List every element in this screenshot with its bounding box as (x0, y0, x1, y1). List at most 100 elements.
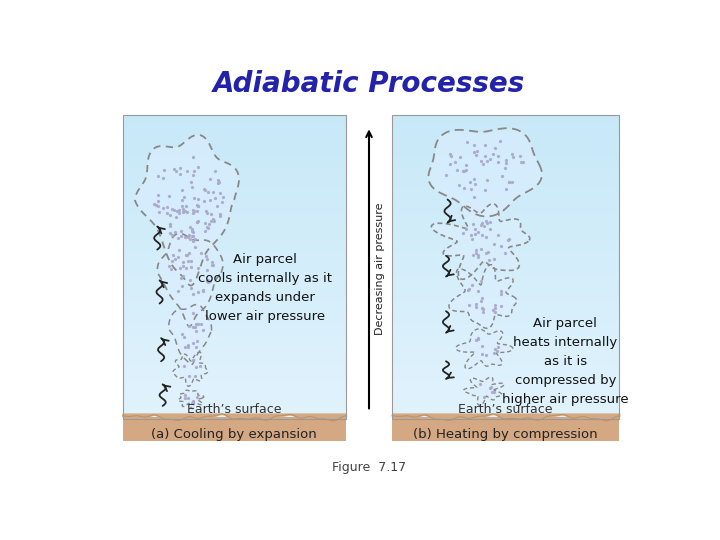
Bar (392, 218, 619, 221)
Point (192, 393, 203, 401)
Point (492, 152, 504, 160)
Point (192, 195, 204, 204)
Point (153, 202, 164, 211)
Bar (392, 393, 619, 396)
Bar (392, 366, 619, 369)
Point (468, 174, 480, 183)
Point (198, 286, 210, 294)
Point (171, 213, 182, 221)
Bar (392, 168, 619, 172)
Bar (122, 404, 346, 408)
Point (165, 210, 176, 219)
Bar (122, 373, 346, 377)
Point (202, 265, 213, 274)
Polygon shape (431, 204, 530, 279)
Bar (392, 255, 619, 259)
Point (163, 262, 174, 271)
Point (204, 175, 216, 184)
Bar (392, 313, 619, 316)
Point (517, 158, 528, 166)
Text: Adiabatic Processes: Adiabatic Processes (213, 70, 525, 98)
Point (190, 327, 202, 336)
Bar (122, 343, 346, 347)
Point (461, 160, 472, 169)
Bar (122, 324, 346, 328)
Bar (122, 214, 346, 218)
Point (177, 208, 189, 217)
Point (490, 345, 501, 353)
Point (187, 290, 199, 299)
Point (488, 388, 500, 396)
Point (492, 231, 504, 239)
Bar (122, 195, 346, 199)
Point (460, 166, 472, 174)
Bar (122, 145, 346, 149)
Bar (392, 244, 619, 248)
Bar (392, 157, 619, 160)
Point (202, 278, 214, 287)
Point (500, 156, 512, 164)
Point (201, 222, 212, 231)
Point (176, 202, 188, 211)
Bar (122, 381, 346, 385)
Point (161, 203, 173, 212)
Bar (392, 214, 619, 218)
Point (168, 164, 180, 173)
Point (180, 264, 192, 273)
Point (185, 222, 197, 231)
Point (187, 206, 199, 214)
Point (210, 167, 221, 176)
Bar (122, 141, 346, 145)
Bar (122, 138, 346, 141)
Point (174, 208, 185, 217)
Point (490, 301, 501, 309)
Point (199, 227, 211, 235)
Bar (122, 320, 346, 324)
Point (468, 140, 480, 149)
Text: Earth’s surface: Earth’s surface (187, 403, 282, 416)
Bar (122, 408, 346, 411)
Bar (122, 255, 346, 259)
Point (202, 224, 214, 232)
Point (477, 160, 489, 168)
Point (161, 208, 173, 217)
Point (477, 304, 488, 313)
Bar (392, 195, 619, 199)
Point (211, 202, 222, 211)
Bar (392, 160, 619, 164)
Bar (122, 294, 346, 298)
Bar (122, 389, 346, 393)
Point (171, 207, 182, 215)
Point (182, 233, 194, 242)
Point (183, 372, 194, 380)
Point (440, 170, 451, 179)
Bar (392, 404, 619, 408)
Point (487, 349, 499, 357)
Bar (122, 298, 346, 301)
Point (186, 399, 197, 408)
Bar (122, 119, 346, 123)
Bar (392, 305, 619, 309)
Bar (122, 176, 346, 179)
Bar (392, 259, 619, 263)
Bar (392, 240, 619, 244)
Point (503, 236, 514, 245)
Point (469, 300, 481, 308)
Point (153, 197, 164, 205)
Point (475, 220, 487, 229)
Bar (122, 328, 346, 332)
Bar (392, 233, 619, 237)
Polygon shape (428, 128, 542, 217)
Point (508, 153, 519, 161)
Bar (392, 153, 619, 157)
Bar (392, 172, 619, 176)
Point (481, 218, 492, 227)
Bar (122, 411, 346, 415)
Point (188, 228, 199, 237)
Point (480, 186, 491, 194)
Point (176, 196, 188, 205)
Point (454, 153, 466, 161)
Point (169, 255, 181, 264)
Bar (122, 252, 346, 255)
Point (172, 234, 184, 243)
